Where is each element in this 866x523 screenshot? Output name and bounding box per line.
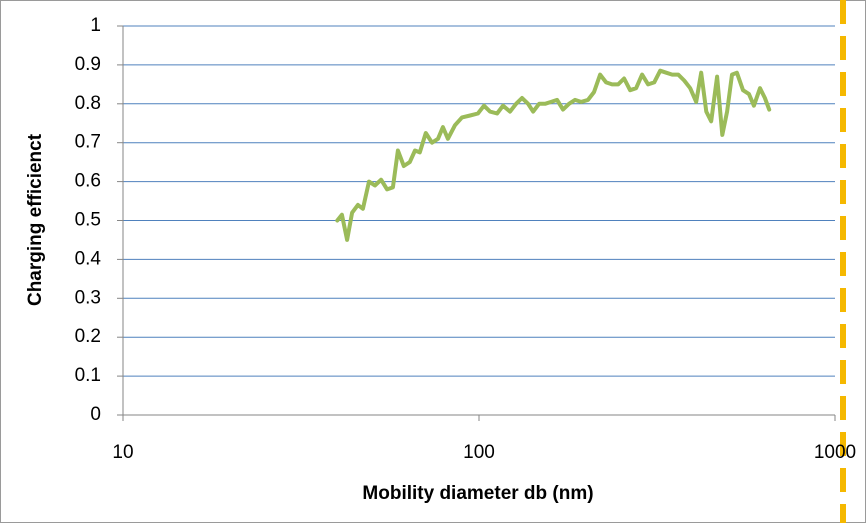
y-tick-label: 0.8 [75, 93, 101, 114]
data-line [335, 68, 772, 242]
y-tick-label: 0 [90, 404, 101, 425]
y-tick-label: 0.9 [75, 54, 101, 75]
x-tick-label: 100 [463, 442, 495, 463]
y-tick-label: 0.5 [75, 210, 101, 231]
x-tick-label: 10 [112, 442, 133, 463]
y-tick-label: 0.6 [75, 171, 101, 192]
x-tick-label: 1000 [814, 442, 856, 463]
y-tick-label: 0.4 [75, 248, 102, 269]
y-tick-label: 0.1 [75, 365, 101, 386]
y-tick-label: 0.7 [75, 132, 101, 153]
y-tick-label: 0.3 [75, 287, 101, 308]
x-axis-title: Mobility diameter db (nm) [362, 483, 593, 504]
y-axis-title: Charging efficienct [25, 133, 46, 306]
y-tick-label: 1 [90, 15, 101, 36]
y-tick-label: 0.2 [75, 326, 101, 347]
